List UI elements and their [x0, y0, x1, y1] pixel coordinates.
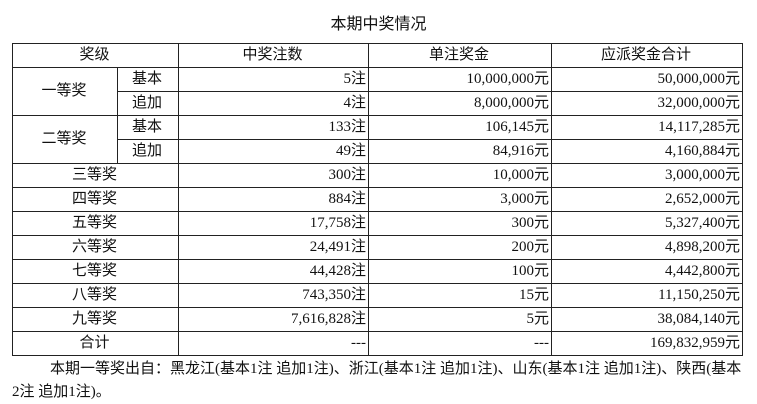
- cell: 50,000,000元: [551, 67, 744, 92]
- cell: 追加: [116, 91, 180, 116]
- row: 三等奖 300注 10,000元 3,000,000元: [11, 163, 744, 188]
- row: 七等奖 44,428注 100元 4,442,800元: [11, 259, 744, 284]
- cell: 基本: [116, 67, 180, 92]
- cell: 5注: [178, 67, 370, 92]
- prize-table: 奖级 中奖注数 单注奖金 应派奖金合计 一等奖 基本 5注 10,000,000元 50…: [11, 43, 744, 356]
- cell: 14,117,285元: [551, 115, 744, 140]
- cell: 44,428注: [178, 259, 370, 284]
- cell: 七等奖: [11, 259, 180, 284]
- cell: 4,442,800元: [551, 259, 744, 284]
- cell: 8,000,000元: [368, 91, 553, 116]
- column-header: 单注奖金: [368, 43, 553, 68]
- cell: 24,491注: [178, 235, 370, 260]
- cell: 100元: [368, 259, 553, 284]
- row: 追加 4注 8,000,000元 32,000,000元: [13, 91, 744, 116]
- cell: 17,758注: [178, 211, 370, 236]
- row: 六等奖 24,491注 200元 4,898,200元: [11, 235, 744, 260]
- note: 本期一等奖出自：黑龙江(基本1注 追加1注)、浙江(基本1注 追加1注)、山东(…: [12, 361, 742, 400]
- cell: 一等奖: [12, 67, 118, 116]
- cell: 4,160,884元: [551, 139, 744, 164]
- cell: 169,832,959元: [551, 331, 744, 356]
- row: 追加 49注 84,916元 4,160,884元: [13, 139, 744, 164]
- column-header: 奖级: [11, 43, 180, 68]
- cell: 4注: [178, 91, 370, 116]
- cell: 基本: [116, 115, 180, 140]
- row: 八等奖 743,350注 15元 11,150,250元: [11, 283, 744, 308]
- cell: 7,616,828注: [178, 307, 370, 332]
- cell: 32,000,000元: [551, 91, 744, 116]
- cell: 10,000,000元: [368, 67, 553, 92]
- row: 九等奖 7,616,828注 5元 38,084,140元: [11, 307, 744, 332]
- cell: 300元: [368, 211, 553, 236]
- cell: 五等奖: [11, 211, 180, 236]
- cell: 5元: [368, 307, 553, 332]
- header-row: 奖级 中奖注数 单注奖金 应派奖金合计: [11, 43, 744, 68]
- title: 本期中奖情况: [330, 16, 427, 33]
- cell: 11,150,250元: [551, 283, 744, 308]
- cell: 300注: [178, 163, 370, 188]
- cell: ---: [178, 331, 370, 356]
- cell: 四等奖: [11, 187, 180, 212]
- cell: 106,145元: [368, 115, 553, 140]
- cell: 八等奖: [11, 283, 180, 308]
- cell: 4,898,200元: [551, 235, 744, 260]
- cell: 追加: [116, 139, 180, 164]
- row: 二等奖 基本 133注 106,145元 14,117,285元: [12, 115, 744, 164]
- cell: 2,652,000元: [551, 187, 744, 212]
- cell: 133注: [178, 115, 370, 140]
- cell: 200元: [368, 235, 553, 260]
- cell: 3,000,000元: [551, 163, 744, 188]
- cell: 六等奖: [11, 235, 180, 260]
- cell: 5,327,400元: [551, 211, 744, 236]
- table-body: 一等奖 基本 5注 10,000,000元 50,000,000元 追加 4注 8,000,0…: [11, 67, 744, 356]
- row: 一等奖 基本 5注 10,000,000元 50,000,000元: [12, 67, 744, 116]
- cell: 10,000元: [368, 163, 553, 188]
- cell: 15元: [368, 283, 553, 308]
- cell: 三等奖: [11, 163, 180, 188]
- cell: ---: [368, 331, 553, 356]
- cell: 49注: [178, 139, 370, 164]
- cell: 3,000元: [368, 187, 553, 212]
- column-header: 应派奖金合计: [551, 43, 744, 68]
- cell: 884注: [178, 187, 370, 212]
- cell: 743,350注: [178, 283, 370, 308]
- cell: 二等奖: [12, 115, 118, 164]
- column-header: 中奖注数: [178, 43, 370, 68]
- row: 合计 --- --- 169,832,959元: [11, 331, 744, 356]
- cell: 84,916元: [368, 139, 553, 164]
- cell: 九等奖: [11, 307, 180, 332]
- cell: 38,084,140元: [551, 307, 744, 332]
- row: 四等奖 884注 3,000元 2,652,000元: [11, 187, 744, 212]
- cell: 合计: [11, 331, 180, 356]
- row: 五等奖 17,758注 300元 5,327,400元: [11, 211, 744, 236]
